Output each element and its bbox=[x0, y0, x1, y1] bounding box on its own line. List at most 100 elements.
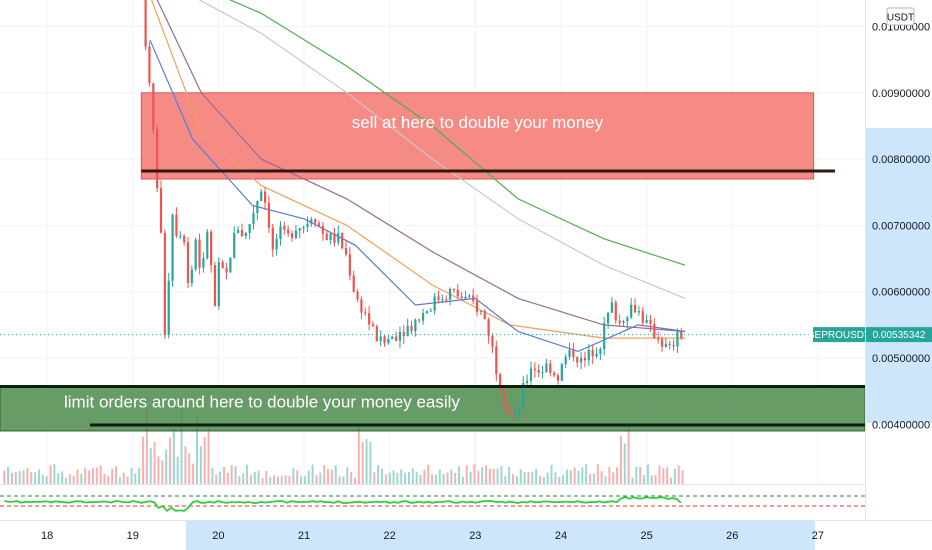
candle-body bbox=[321, 225, 324, 234]
volume-bar bbox=[145, 407, 148, 484]
volume-bar bbox=[238, 476, 241, 484]
price-unit-badge[interactable]: USDT bbox=[886, 7, 915, 26]
candle-body bbox=[506, 404, 509, 415]
candle-body bbox=[649, 319, 652, 324]
volume-bar bbox=[496, 468, 499, 484]
candle-body bbox=[518, 406, 521, 413]
volume-bar bbox=[222, 467, 225, 484]
indicator-pane[interactable] bbox=[0, 484, 932, 521]
volume-bar bbox=[619, 436, 622, 484]
indicator-line bbox=[4, 496, 682, 512]
volume-bar bbox=[488, 468, 491, 484]
volume-bar bbox=[558, 476, 561, 484]
volume-bar bbox=[677, 465, 680, 484]
price-axis-labels: 0.01000000 0.00900000 0.00800000 0.00700000… bbox=[872, 22, 930, 432]
candle-body bbox=[210, 231, 213, 266]
volume-bar bbox=[280, 475, 283, 484]
volume-bar bbox=[142, 436, 145, 484]
volume-bar bbox=[581, 467, 584, 484]
volume-bar bbox=[176, 456, 179, 484]
volume-bar bbox=[169, 437, 172, 484]
candle-body bbox=[414, 319, 417, 332]
volume-bar bbox=[10, 472, 13, 484]
candle-body bbox=[418, 319, 421, 321]
candle-body bbox=[244, 232, 247, 236]
volume-bar bbox=[415, 471, 418, 484]
candle-body bbox=[217, 261, 220, 306]
candle-body bbox=[198, 239, 201, 268]
candle-body bbox=[660, 339, 664, 347]
time-tick-label: 27 bbox=[812, 530, 824, 542]
price-tick-label: 0.00500000 bbox=[872, 353, 930, 365]
candle-body bbox=[383, 336, 386, 343]
candle-body bbox=[302, 227, 305, 229]
candle-body bbox=[294, 230, 297, 238]
volume-bar bbox=[180, 408, 183, 484]
volume-bar bbox=[542, 477, 545, 484]
volume-bar bbox=[654, 474, 657, 484]
volume-bar bbox=[357, 425, 360, 484]
volume-bar bbox=[184, 446, 187, 484]
candle-body bbox=[371, 324, 375, 327]
volume-bar bbox=[111, 468, 114, 484]
volume-bar bbox=[396, 472, 399, 484]
volume-bar bbox=[681, 470, 684, 484]
time-axis-highlight bbox=[186, 521, 815, 550]
candle-body bbox=[495, 346, 498, 375]
candle-body bbox=[287, 229, 290, 234]
volume-bar bbox=[323, 465, 326, 484]
volume-bar bbox=[477, 470, 480, 484]
candle-body bbox=[676, 331, 679, 347]
candle-body bbox=[541, 372, 544, 374]
candle-body bbox=[406, 325, 409, 337]
volume-bar bbox=[419, 474, 422, 484]
candle-body bbox=[456, 289, 459, 297]
candle-body bbox=[445, 299, 448, 301]
volume-bar bbox=[95, 467, 98, 484]
candle-body bbox=[460, 296, 463, 299]
volume-bar bbox=[157, 456, 160, 484]
volume-bar bbox=[126, 476, 129, 484]
volume-bar bbox=[562, 475, 565, 484]
volume-bar bbox=[57, 473, 60, 484]
candle-body bbox=[618, 320, 621, 323]
candle-body bbox=[267, 202, 271, 228]
volume-bar bbox=[45, 476, 48, 484]
candle-body bbox=[395, 336, 398, 341]
candle-body bbox=[344, 247, 348, 255]
price-tick-label: 0.00800000 bbox=[872, 154, 930, 166]
candle-body bbox=[657, 338, 660, 340]
volume-bar bbox=[504, 475, 507, 484]
candle-body bbox=[526, 380, 529, 384]
candle-body bbox=[564, 356, 567, 365]
volume-bar bbox=[589, 474, 592, 484]
candle-body bbox=[556, 375, 560, 381]
volume-bar bbox=[122, 472, 125, 484]
horizontal-trend-lines[interactable] bbox=[0, 169, 865, 427]
time-tick-label: 23 bbox=[469, 530, 481, 542]
sell-zone[interactable] bbox=[140, 92, 815, 180]
candle-body bbox=[533, 368, 536, 371]
volume-bar bbox=[203, 436, 206, 484]
volume-bar bbox=[188, 453, 191, 484]
volume-bar bbox=[612, 472, 615, 484]
candle-body bbox=[633, 305, 637, 313]
volume-bar bbox=[485, 465, 488, 484]
volume-bar bbox=[670, 477, 673, 484]
volume-bar bbox=[407, 471, 410, 484]
volume-bar bbox=[30, 471, 33, 484]
candle-body bbox=[576, 357, 579, 363]
candle-body bbox=[148, 46, 151, 84]
plot-area[interactable] bbox=[0, 0, 865, 520]
candle-body bbox=[159, 188, 163, 233]
candle-body bbox=[256, 200, 259, 214]
price-tick-label: 0.00900000 bbox=[872, 88, 930, 100]
candle-body bbox=[229, 257, 232, 273]
price-tick-label: 0.01000000 bbox=[872, 22, 930, 34]
volume-bar bbox=[315, 475, 318, 484]
moving-average-4 bbox=[151, 0, 686, 339]
candle-body bbox=[271, 227, 274, 250]
volume-bars bbox=[3, 407, 684, 484]
candle-body bbox=[283, 226, 286, 230]
